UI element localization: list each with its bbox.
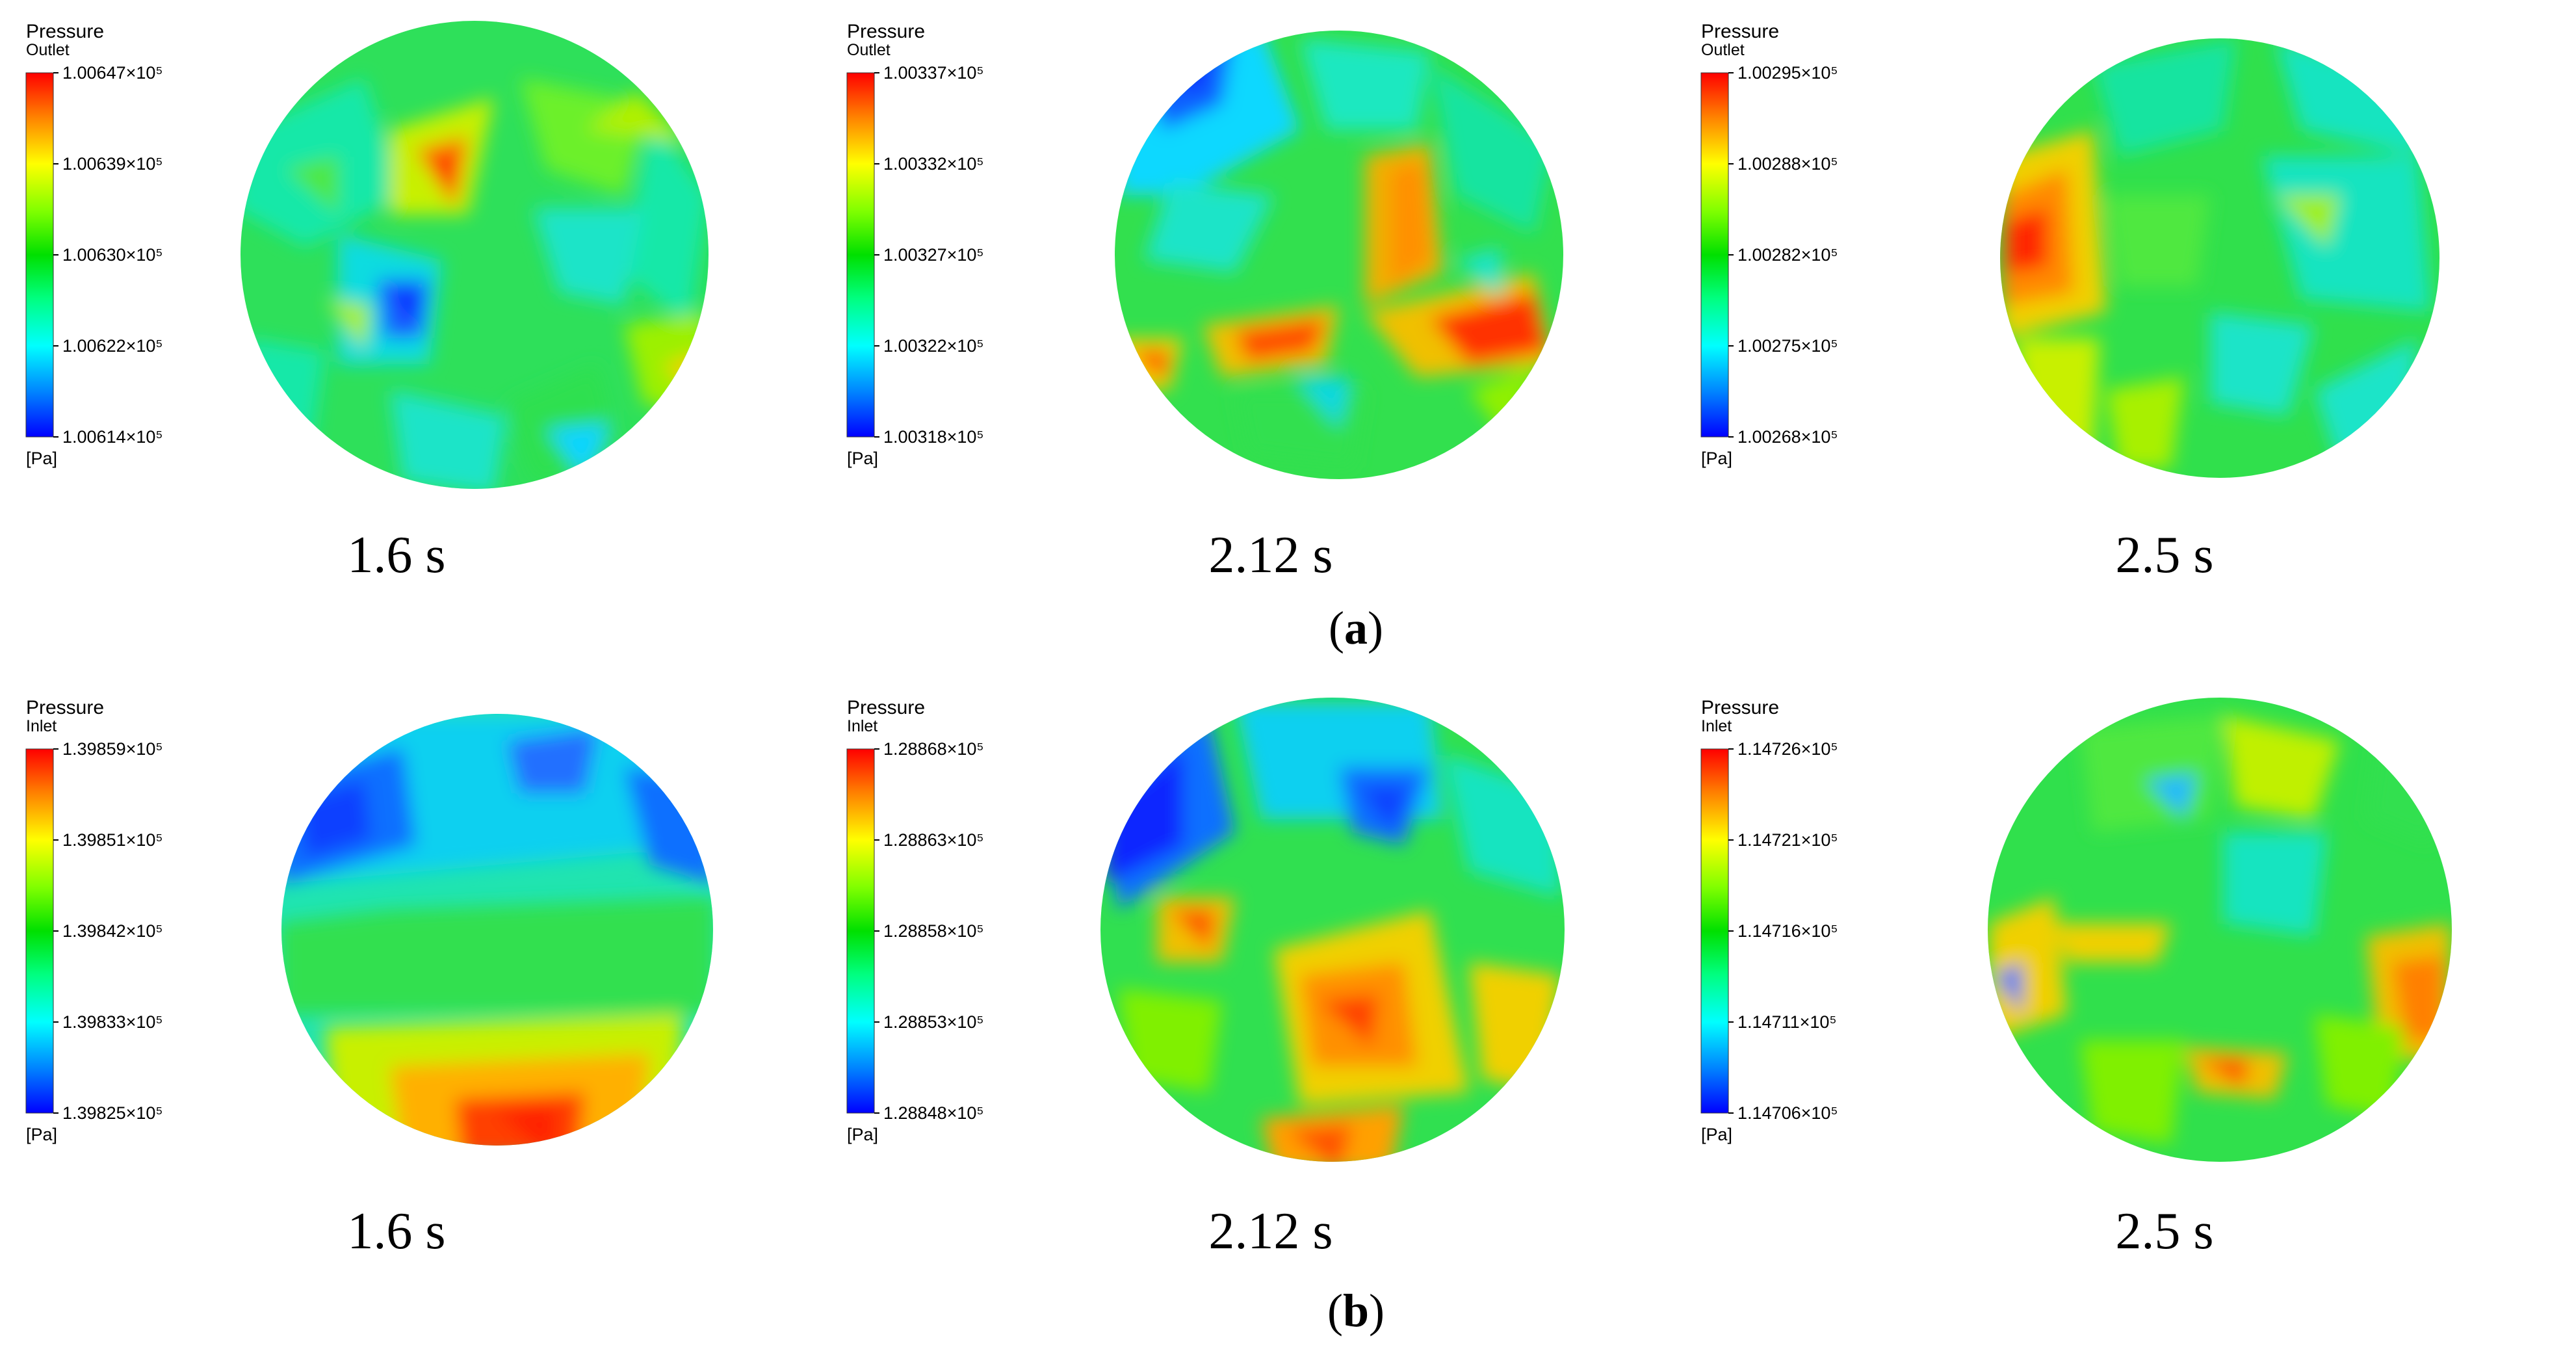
colorbar-tick-label: 1.00327×10⁵	[883, 245, 984, 265]
colorbar-tick-label: 1.39859×10⁵	[62, 739, 163, 759]
colorbar	[25, 748, 54, 1114]
legend-unit: [Pa]	[26, 449, 57, 468]
legend-title: Pressure	[26, 21, 104, 42]
colorbar-tick-label: 1.00630×10⁵	[62, 245, 163, 265]
contour-disk-a3	[2000, 38, 2439, 478]
colorbar-tick-label: 1.00622×10⁵	[62, 336, 163, 356]
colorbar-tick-label: 1.14721×10⁵	[1737, 830, 1838, 850]
legend-unit: [Pa]	[26, 1125, 57, 1144]
contour-disk-b1	[281, 714, 713, 1146]
colorbar	[846, 748, 875, 1114]
colorbar	[1700, 748, 1729, 1114]
legend-subtitle: Inlet	[1701, 717, 1732, 735]
colorbar	[846, 72, 875, 438]
colorbar-tick-label: 1.00275×10⁵	[1737, 336, 1838, 356]
colorbar-tick-label: 1.39851×10⁵	[62, 830, 163, 850]
legend-unit: [Pa]	[1701, 1125, 1732, 1144]
colorbar-tick-label: 1.14716×10⁵	[1737, 921, 1838, 941]
contour-disk-a2	[1115, 31, 1563, 479]
colorbar-tick-label: 1.00288×10⁵	[1737, 154, 1838, 174]
legend-unit: [Pa]	[847, 449, 878, 468]
colorbar-tick-label: 1.14706×10⁵	[1737, 1103, 1838, 1123]
subfigure-label: (a)	[1329, 602, 1383, 654]
legend-title: Pressure	[1701, 697, 1779, 718]
colorbar-tick-label: 1.28858×10⁵	[883, 921, 984, 941]
colorbar-tick-label: 1.00614×10⁵	[62, 427, 163, 447]
legend-unit: [Pa]	[847, 1125, 878, 1144]
time-label: 2.12 s	[1208, 527, 1333, 584]
contour-disk-b3	[1988, 698, 2452, 1162]
colorbar	[25, 72, 54, 438]
colorbar-tick-label: 1.28848×10⁵	[883, 1103, 984, 1123]
subfigure-label: (b)	[1327, 1285, 1385, 1337]
time-label: 2.12 s	[1208, 1203, 1333, 1260]
colorbar-tick-label: 1.39833×10⁵	[62, 1012, 163, 1032]
legend-subtitle: Inlet	[26, 717, 57, 735]
colorbar	[1700, 72, 1729, 438]
legend-subtitle: Outlet	[847, 41, 891, 59]
colorbar-tick-label: 1.39825×10⁵	[62, 1103, 163, 1123]
legend-subtitle: Outlet	[1701, 41, 1745, 59]
time-label: 2.5 s	[2115, 527, 2213, 584]
colorbar-tick-label: 1.00318×10⁵	[883, 427, 984, 447]
colorbar-tick-label: 1.00337×10⁵	[883, 63, 984, 83]
legend-title: Pressure	[847, 697, 925, 718]
colorbar-tick-label: 1.28853×10⁵	[883, 1012, 984, 1032]
contour-disk-a1	[241, 21, 709, 489]
time-label: 1.6 s	[347, 527, 445, 584]
time-label: 1.6 s	[347, 1203, 445, 1260]
legend-subtitle: Outlet	[26, 41, 70, 59]
colorbar-tick-label: 1.00322×10⁵	[883, 336, 984, 356]
legend-title: Pressure	[1701, 21, 1779, 42]
legend-unit: [Pa]	[1701, 449, 1732, 468]
colorbar-tick-label: 1.00268×10⁵	[1737, 427, 1838, 447]
colorbar-tick-label: 1.00647×10⁵	[62, 63, 163, 83]
time-label: 2.5 s	[2115, 1203, 2213, 1260]
colorbar-tick-label: 1.39842×10⁵	[62, 921, 163, 941]
colorbar-tick-label: 1.00639×10⁵	[62, 154, 163, 174]
colorbar-tick-label: 1.00332×10⁵	[883, 154, 984, 174]
colorbar-tick-label: 1.14726×10⁵	[1737, 739, 1838, 759]
colorbar-tick-label: 1.00282×10⁵	[1737, 245, 1838, 265]
legend-title: Pressure	[847, 21, 925, 42]
legend-subtitle: Inlet	[847, 717, 878, 735]
colorbar-tick-label: 1.00295×10⁵	[1737, 63, 1838, 83]
legend-title: Pressure	[26, 697, 104, 718]
colorbar-tick-label: 1.14711×10⁵	[1737, 1012, 1837, 1032]
contour-disk-b2	[1100, 698, 1565, 1162]
colorbar-tick-label: 1.28863×10⁵	[883, 830, 984, 850]
colorbar-tick-label: 1.28868×10⁵	[883, 739, 984, 759]
